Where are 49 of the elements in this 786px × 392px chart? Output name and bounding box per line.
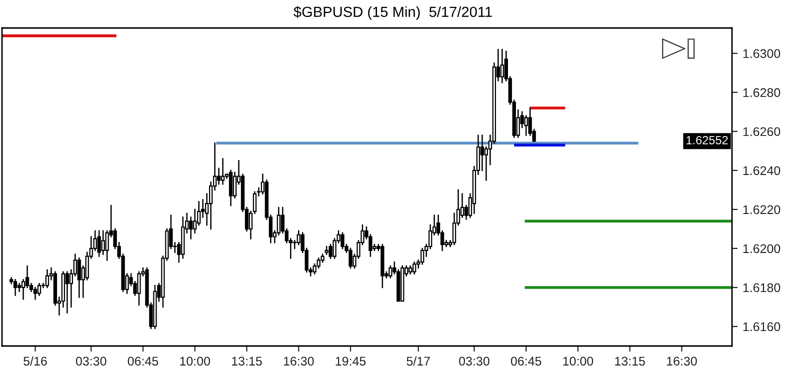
x-tick-label: 06:45 — [128, 356, 158, 366]
candlestick — [452, 212, 456, 246]
candlestick — [412, 261, 416, 274]
candlestick — [216, 168, 221, 185]
annotation: 1.62552 — [686, 136, 728, 144]
candlestick — [428, 224, 432, 250]
candlestick — [408, 265, 412, 274]
candlestick — [480, 134, 484, 172]
candlestick — [33, 286, 38, 300]
x-tick-label: 03:30 — [459, 356, 490, 366]
candlestick — [85, 252, 89, 280]
candlestick — [9, 277, 14, 284]
x-tick-label: 16:30 — [667, 356, 697, 366]
x-tick-label: 13:15 — [232, 356, 262, 366]
candlestick — [65, 271, 70, 314]
y-tick-label: 1.6240 — [743, 166, 780, 176]
candlestick — [220, 158, 225, 185]
candlestick — [37, 282, 42, 296]
candlestick — [137, 271, 141, 306]
candlestick — [77, 258, 81, 298]
candlestick — [228, 170, 233, 206]
x-tick-label: 06:45 — [510, 356, 542, 366]
candlestick — [232, 172, 237, 198]
y-tick-label: 1.6160 — [743, 322, 780, 332]
chart-title: $GBPUSD (15 Min) 5/17/2011 — [294, 6, 492, 20]
candlestick — [13, 279, 18, 296]
candlestick — [276, 206, 281, 236]
candlestick — [45, 269, 50, 288]
x-tick-label: 13:15 — [615, 356, 645, 366]
x-tick-label: 5/16 — [24, 356, 47, 366]
x-tick-label: 10:00 — [563, 356, 594, 366]
candlestick — [500, 48, 504, 84]
y-tick-label: 1.6280 — [743, 88, 780, 98]
y-tick-label: 1.6260 — [743, 127, 780, 136]
candlestick — [17, 282, 22, 292]
candlestick — [25, 265, 30, 288]
y-tick-label: 1.6220 — [743, 205, 780, 214]
candlestick — [197, 201, 201, 226]
x-tick-label: 16:30 — [284, 356, 314, 366]
candlestick — [21, 279, 26, 300]
x-tick-label: 10:00 — [180, 356, 210, 366]
y-tick-label: 1.6300 — [743, 49, 780, 58]
candlestick — [420, 248, 424, 265]
x-tick-label: 5/17 — [406, 356, 430, 366]
x-tick-label: 19:45 — [336, 356, 366, 366]
x-tick-label: 03:30 — [76, 356, 106, 366]
y-tick-label: 1.6200 — [743, 244, 780, 254]
y-tick-label: 1.6180 — [743, 283, 780, 292]
candlestick — [53, 271, 58, 306]
